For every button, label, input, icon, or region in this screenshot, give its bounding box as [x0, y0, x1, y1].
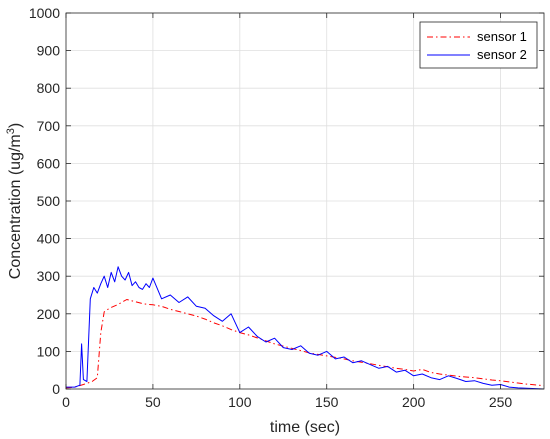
y-axis-label: Concentration (ug/m3)	[5, 123, 24, 279]
x-tick-label: 50	[145, 394, 161, 410]
y-tick-label: 900	[37, 43, 61, 59]
y-tick-label: 200	[37, 306, 61, 322]
tick-marks	[65, 12, 544, 390]
y-tick-labels: 0 100 200 300 400 500 600 700 800 900 1000	[29, 5, 60, 397]
plot-area	[65, 12, 545, 390]
legend-label-sensor-1: sensor 1	[477, 29, 527, 44]
y-axis-label-superscript: 3	[5, 128, 17, 134]
y-tick-label: 800	[37, 80, 61, 96]
series-line-sensor-1	[65, 299, 545, 389]
y-tick-label: 100	[37, 343, 61, 359]
y-tick-label: 300	[37, 268, 61, 284]
y-tick-label: 500	[37, 193, 61, 209]
y-tick-label: 400	[37, 231, 61, 247]
x-tick-label: 0	[62, 394, 70, 410]
x-tick-label: 250	[489, 394, 513, 410]
x-tick-label: 200	[402, 394, 426, 410]
series-lines	[65, 266, 545, 390]
y-tick-label: 600	[37, 155, 61, 171]
x-tick-labels: 0 50 100 150 200 250	[62, 394, 512, 410]
y-tick-label: 0	[52, 381, 60, 397]
y-axis-label-main: Concentration (ug/m	[7, 134, 24, 279]
y-axis-label-close: )	[7, 123, 24, 128]
y-tick-label: 700	[37, 118, 61, 134]
legend: sensor 1 sensor 2	[419, 21, 538, 69]
x-axis-label: time (sec)	[270, 419, 340, 436]
y-tick-label: 1000	[29, 5, 60, 21]
grid	[66, 12, 544, 389]
x-tick-label: 100	[228, 394, 252, 410]
series-line-sensor-2	[66, 266, 545, 390]
x-tick-label: 150	[315, 394, 339, 410]
legend-label-sensor-2: sensor 2	[477, 47, 527, 62]
legend-box	[419, 21, 538, 69]
